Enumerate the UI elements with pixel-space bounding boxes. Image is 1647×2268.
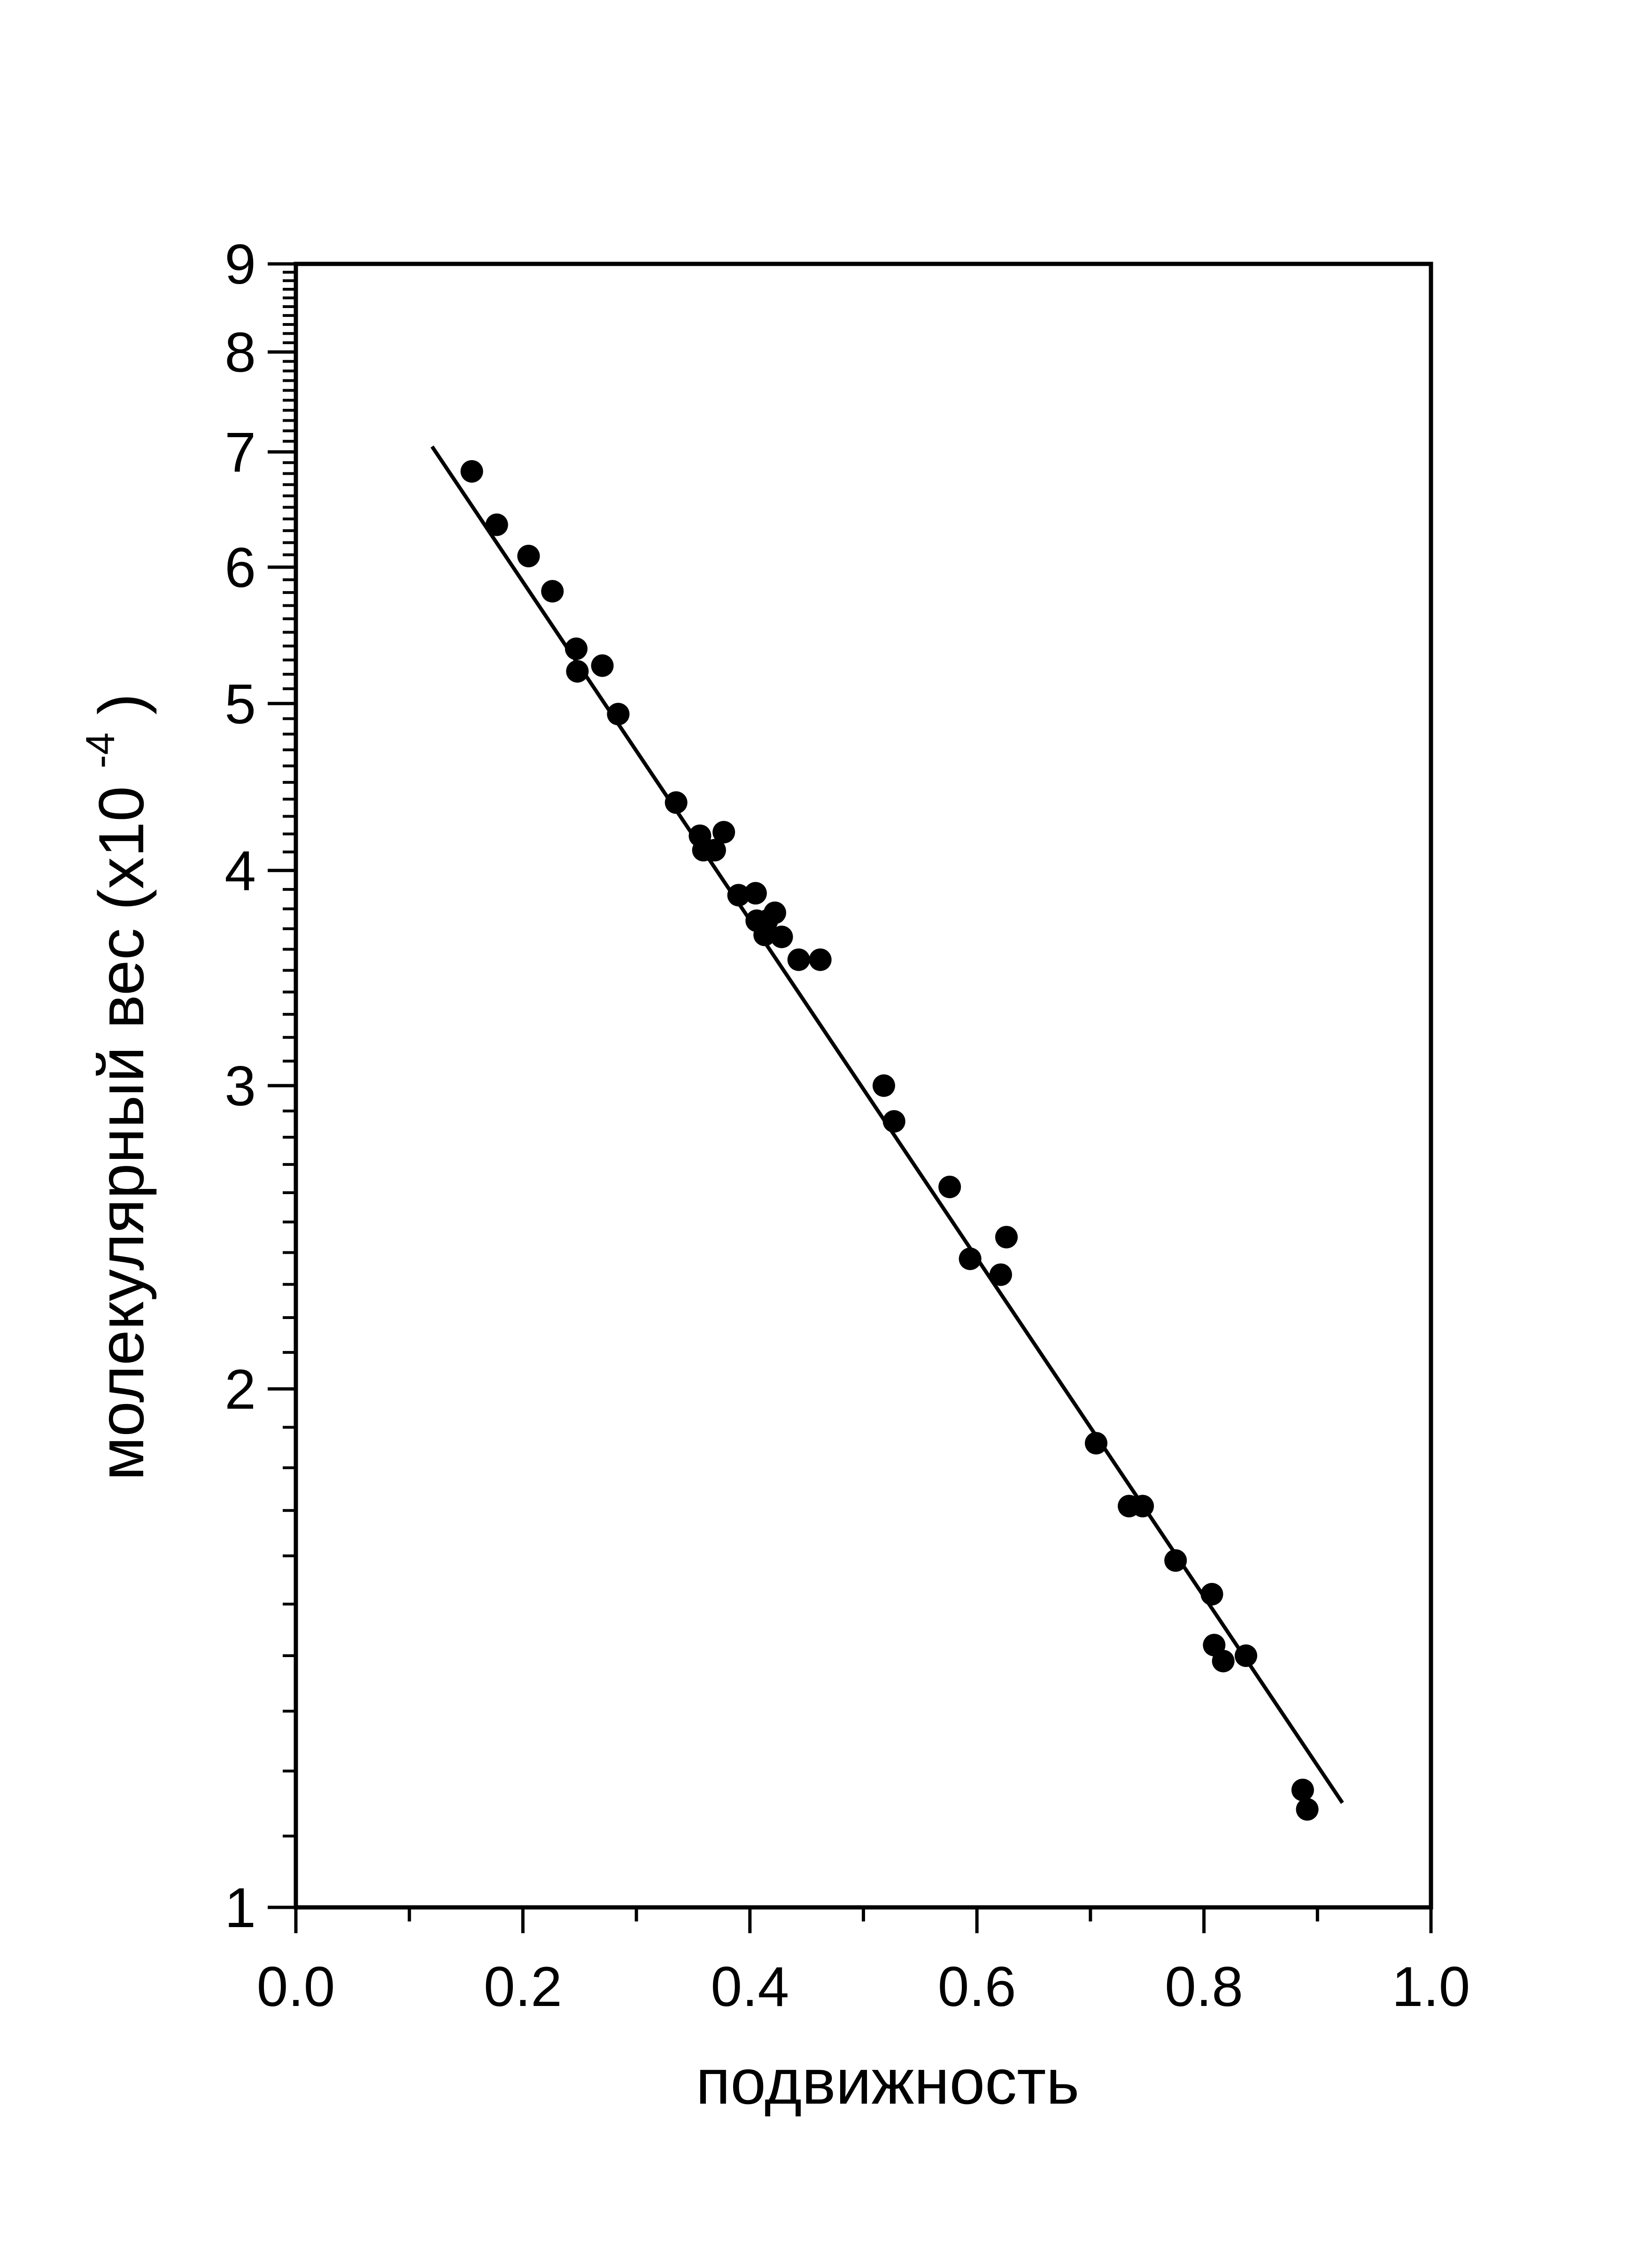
plot-frame [294, 262, 1433, 1910]
data-point [873, 1074, 896, 1097]
data-point [938, 1175, 961, 1198]
y-tick-labels: 1 2 3 4 5 6 7 8 9 [224, 233, 256, 1939]
data-point [959, 1247, 982, 1270]
data-point [566, 660, 589, 683]
y-tick-label: 9 [224, 233, 256, 296]
x-tick-label: 0.0 [257, 1955, 335, 2018]
data-point [1212, 1650, 1235, 1673]
y-tick-label: 7 [224, 421, 256, 484]
data-point [665, 791, 688, 814]
data-point [703, 839, 726, 862]
data-point [787, 948, 810, 971]
data-point [712, 821, 735, 844]
data-point [1296, 1798, 1319, 1821]
data-point [591, 654, 614, 677]
y-tick-label: 4 [224, 840, 256, 903]
x-tick-label: 0.4 [711, 1955, 789, 2018]
data-point [995, 1226, 1018, 1249]
y-axis-title-exponent: -4 [78, 733, 123, 768]
y-tick-label: 6 [224, 536, 256, 599]
data-point [744, 882, 767, 905]
y-tick-label: 2 [224, 1358, 256, 1421]
axis-ticks [268, 262, 1433, 1933]
data-point [989, 1263, 1012, 1286]
data-point [763, 901, 786, 924]
y-axis-title: молекулярный вес (x10 -4 ) [56, 694, 157, 1481]
data-point [1291, 1778, 1314, 1801]
x-tick-label: 1.0 [1392, 1955, 1470, 2018]
y-axis-title-base: (x10 [85, 786, 157, 910]
x-tick-label: 0.2 [484, 1955, 562, 2018]
x-axis-title: подвижность [696, 2046, 1080, 2117]
data-point [485, 513, 508, 536]
data-point [1235, 1644, 1258, 1667]
x-tick-label: 0.8 [1165, 1955, 1243, 2018]
y-tick-label: 5 [224, 672, 256, 735]
data-point [1200, 1583, 1223, 1606]
points-layer [460, 460, 1319, 1821]
data-point [541, 580, 564, 603]
x-tick-label: 0.6 [938, 1955, 1016, 2018]
y-axis-title-close: ) [85, 694, 157, 715]
data-point [727, 884, 750, 907]
y-tick-label: 3 [224, 1055, 256, 1118]
data-point [770, 926, 793, 949]
data-point [460, 460, 483, 483]
data-point [607, 702, 630, 725]
data-point [1084, 1432, 1107, 1455]
data-point [564, 637, 588, 660]
data-point [809, 948, 832, 971]
y-tick-label: 8 [224, 321, 256, 384]
x-tick-labels: 0.0 0.2 0.4 0.6 0.8 1.0 [257, 1955, 1470, 2018]
y-axis-title-main: молекулярный вес [85, 928, 157, 1481]
data-point [882, 1110, 905, 1133]
data-point [517, 545, 540, 568]
data-point [1131, 1495, 1154, 1518]
data-point [1164, 1549, 1187, 1572]
y-tick-label: 1 [224, 1876, 256, 1939]
